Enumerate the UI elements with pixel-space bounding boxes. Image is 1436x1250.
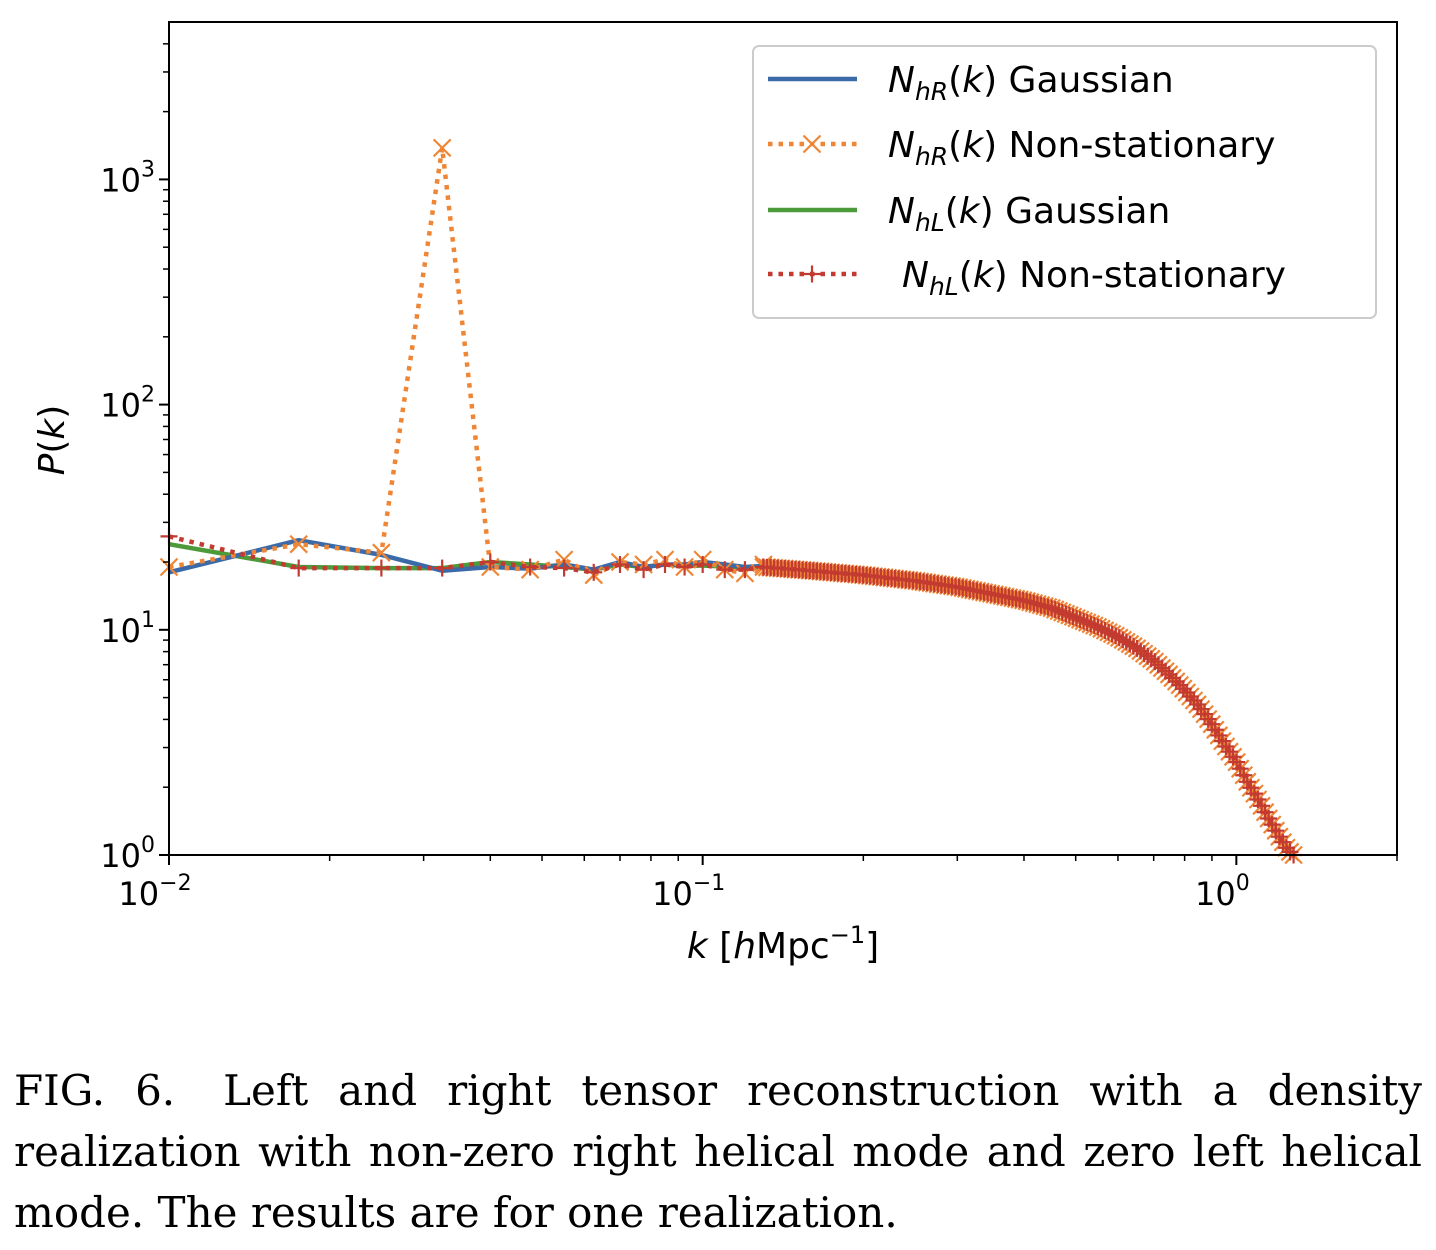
y-tick-label-2: 102: [100, 383, 155, 425]
legend-label-2: NhL(k) Gaussian: [888, 191, 1170, 237]
tail-point-3-99: [1107, 627, 1125, 645]
tail-point-3-116: [1167, 673, 1185, 691]
x-tick-label-0: 10−2: [118, 871, 191, 913]
tail-point-3-115: [1164, 669, 1182, 687]
tail-point-3-82: [1046, 601, 1064, 619]
tail-point-3-120: [1181, 687, 1199, 705]
legend-label-0: NhR(k) Gaussian: [888, 60, 1174, 106]
tail-point-3-87: [1064, 608, 1082, 626]
series-line-2: [168, 541, 1296, 857]
tail-point-3-100: [1110, 629, 1128, 647]
y-tick-label-0: 100: [100, 833, 155, 875]
series-line-1: [168, 145, 1296, 857]
series-line-0: [168, 537, 1296, 857]
data-point-1-3: [432, 138, 452, 158]
figure-caption: FIG. 6. Left and right tensor reconstruc…: [14, 1060, 1422, 1243]
caption-label: FIG. 6.: [14, 1066, 176, 1115]
y-tick-label-1: 101: [100, 608, 155, 650]
y-tick-label-3: 103: [100, 157, 155, 199]
data-point-3-11: [676, 558, 694, 576]
tail-point-3-98: [1103, 625, 1121, 643]
y-axis-label: P(k): [32, 405, 73, 476]
tail-point-3-101: [1114, 631, 1132, 649]
legend-frame: [752, 45, 1377, 319]
tail-point-3-97: [1100, 623, 1118, 641]
legend-entry-3: NhL(k) Non-stationary: [768, 255, 1286, 301]
tail-point-3-147: [1277, 839, 1295, 857]
data-point-3-14: [736, 561, 754, 579]
tail-point-3-90: [1075, 612, 1093, 630]
data-point-3-12: [694, 555, 712, 573]
axis-ticks: 100 101 102 103 10−2 10−1 100: [100, 43, 1398, 913]
x-axis-label: k [hMpc−1]: [687, 921, 879, 967]
series-layer: [159, 138, 1303, 865]
plot-frame: [168, 21, 1398, 856]
data-point-3-3: [433, 559, 451, 577]
data-point-3-6: [555, 559, 573, 577]
tail-point-3-119: [1178, 684, 1196, 702]
tail-point-3-121: [1185, 691, 1203, 709]
legend-label-3: NhL(k) Non-stationary: [902, 255, 1286, 301]
tail-point-3-89: [1071, 611, 1089, 629]
tail-point-3-81: [1043, 599, 1061, 617]
tail-point-3-148: [1281, 843, 1299, 861]
legend-entry-1: NhR(k) Non-stationary: [768, 125, 1275, 171]
x-tick-label-2: 100: [1195, 871, 1250, 913]
tail-point-3-103: [1121, 635, 1139, 653]
data-point-3-2: [372, 559, 390, 577]
tail-point-3-85: [1057, 605, 1075, 623]
data-point-3-1: [290, 559, 308, 577]
tail-point-3-92: [1082, 615, 1100, 633]
legend-marker-1: [802, 134, 822, 154]
legend-marker-3: [803, 265, 821, 283]
tail-point-3-118: [1174, 680, 1192, 698]
data-point-3-10: [656, 555, 674, 573]
caption-text: Left and right tensor reconstruction wit…: [14, 1066, 1422, 1237]
data-point-3-8: [611, 555, 629, 573]
data-point-3-7: [585, 563, 603, 581]
legend-entry-2: NhL(k) Gaussian: [768, 191, 1170, 237]
series-markers-3: [160, 527, 1303, 864]
tail-point-3-117: [1171, 676, 1189, 694]
tail-point-3-86: [1060, 606, 1078, 624]
data-point-1-1: [289, 534, 308, 554]
tail-point-3-102: [1117, 633, 1135, 651]
data-point-3-4: [481, 553, 499, 571]
tail-point-3-83: [1050, 602, 1068, 620]
data-point-3-9: [635, 561, 653, 579]
tail-point-3-88: [1068, 609, 1086, 627]
series-line-3: [168, 534, 1296, 857]
data-point-3-13: [716, 561, 734, 579]
tail-point-3-91: [1078, 614, 1096, 632]
tail-point-3-95: [1092, 620, 1110, 638]
tail-point-3-84: [1053, 603, 1071, 621]
legend-label-1: NhR(k) Non-stationary: [888, 125, 1275, 171]
tail-point-3-94: [1089, 618, 1107, 636]
tail-point-3-96: [1096, 621, 1114, 639]
tail-point-3-114: [1160, 665, 1178, 683]
data-point-1-2: [372, 543, 391, 562]
legend: NhR(k) Gaussian NhR(k) Non-stationary NhL(…: [752, 45, 1377, 319]
legend-entry-0: NhR(k) Gaussian: [768, 60, 1174, 106]
data-point-3-5: [521, 558, 539, 576]
tail-point-3-93: [1085, 616, 1103, 634]
x-tick-label-1: 10−1: [652, 871, 725, 913]
